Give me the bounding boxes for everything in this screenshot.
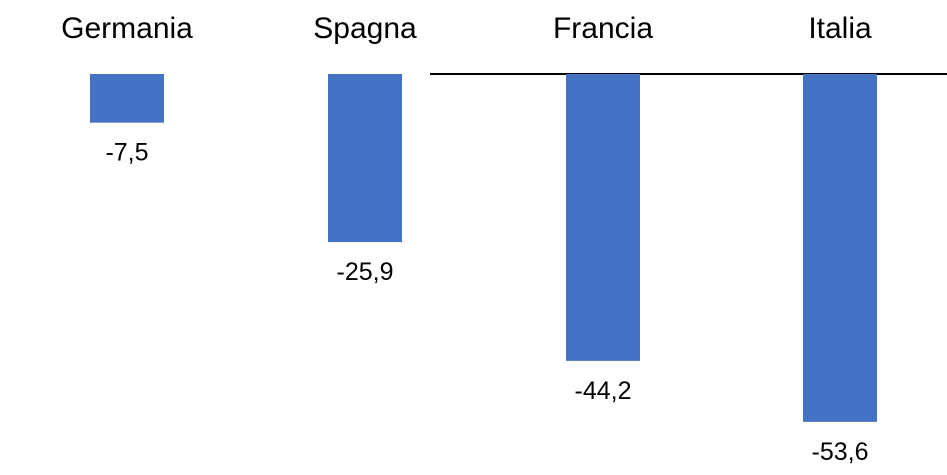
bar	[566, 74, 640, 361]
data-label: -7,5	[105, 139, 148, 167]
category-label: Francia	[553, 12, 653, 45]
bar	[803, 74, 877, 422]
category-labels: Germania Spagna Francia Italia	[61, 12, 872, 45]
data-labels: -7,5 -25,9 -44,2 -53,6	[105, 139, 868, 466]
bar	[90, 74, 164, 123]
category-label: Spagna	[313, 12, 417, 45]
data-label: -25,9	[337, 258, 394, 286]
bars	[90, 74, 877, 422]
category-label: Italia	[808, 12, 872, 45]
bar	[328, 74, 402, 243]
category-label: Germania	[61, 12, 193, 45]
data-label: -44,2	[575, 377, 632, 405]
data-label: -53,6	[812, 438, 869, 466]
